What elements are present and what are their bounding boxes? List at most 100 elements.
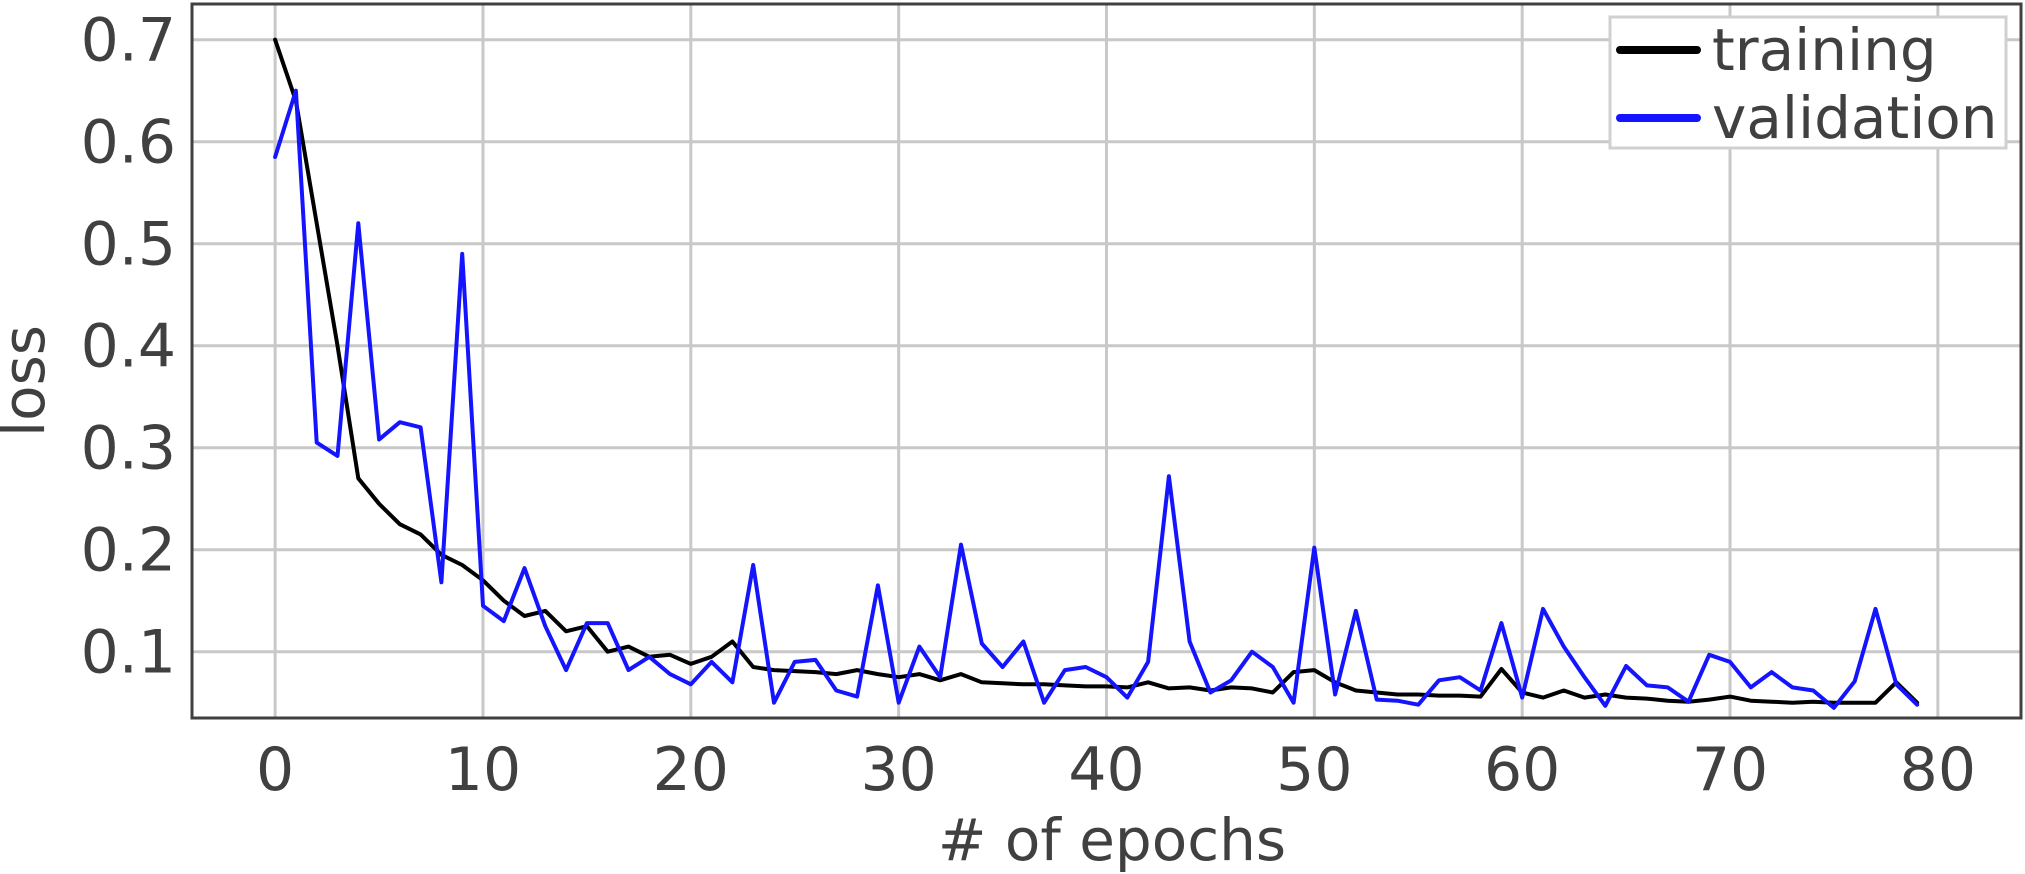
data-point-validation [1583, 675, 1586, 679]
data-point-validation [1312, 546, 1316, 550]
data-point-training [917, 672, 921, 676]
data-point-validation [1229, 678, 1233, 682]
y-tick-label: 0.7 [81, 6, 176, 76]
data-point-validation [585, 621, 589, 625]
data-point-training [356, 476, 360, 480]
data-point-training [1499, 667, 1503, 671]
data-point-validation [1770, 670, 1774, 674]
x-tick-labels: 0 10 20 30 40 50 60 70 80 [256, 735, 1976, 805]
y-tick-labels: 0.1 0.2 0.3 0.4 0.5 0.6 0.7 [81, 6, 176, 688]
data-point-training [1229, 685, 1233, 689]
data-point-validation [1354, 609, 1358, 613]
data-point-validation [564, 668, 568, 672]
data-point-training [855, 668, 859, 672]
data-point-training [398, 522, 402, 526]
x-tick-label: 40 [1068, 735, 1144, 805]
data-point-validation [1811, 689, 1815, 692]
data-point-validation [1728, 660, 1732, 664]
data-point-training [1021, 682, 1025, 686]
data-point-training [1312, 668, 1316, 672]
y-tick-label: 0.2 [81, 516, 176, 586]
data-point-training [1770, 700, 1774, 704]
data-point-validation [1853, 679, 1857, 683]
x-tick-label: 10 [445, 735, 521, 805]
data-point-validation [1396, 699, 1399, 703]
data-point-training [564, 629, 568, 633]
data-point-validation [855, 695, 859, 699]
data-point-training [523, 614, 526, 618]
data-point-validation [1084, 665, 1088, 669]
data-point-training [730, 640, 734, 643]
data-point-validation [1874, 607, 1877, 611]
data-point-validation [336, 454, 339, 458]
data-point-training [377, 502, 381, 506]
y-tick-label: 0.1 [81, 618, 176, 688]
series-lines [273, 37, 1920, 710]
data-point-training [959, 672, 963, 676]
data-point-validation [1749, 685, 1753, 689]
data-point-training [1707, 698, 1711, 702]
data-point-validation [793, 660, 797, 664]
data-point-validation [1458, 675, 1462, 679]
data-point-training [938, 678, 942, 682]
data-point-training [668, 653, 672, 657]
data-point-validation [1167, 474, 1171, 478]
data-point-validation [917, 645, 921, 649]
data-point-training [1042, 682, 1046, 686]
data-point-training [1874, 701, 1877, 705]
data-point-validation [1479, 689, 1483, 692]
data-point-training [689, 662, 693, 666]
data-point-validation [1915, 703, 1919, 707]
data-point-validation [294, 89, 298, 93]
data-point-training [1479, 695, 1483, 699]
data-point-training [710, 655, 714, 659]
x-tick-label: 80 [1900, 735, 1976, 805]
data-point-validation [502, 619, 506, 623]
data-point-validation [273, 155, 277, 159]
data-point-training [793, 669, 797, 673]
data-point-validation [1562, 645, 1566, 649]
y-tick-label: 0.6 [81, 108, 176, 178]
data-point-training [1603, 693, 1607, 696]
data-point-validation [543, 624, 547, 628]
data-point-validation [377, 438, 381, 441]
data-point-validation [1541, 607, 1545, 611]
data-point-training [1790, 701, 1794, 705]
data-point-validation [460, 252, 464, 256]
data-point-training [627, 645, 630, 649]
data-point-training [1146, 680, 1150, 684]
data-point-training [1624, 696, 1628, 700]
data-point-training [273, 38, 277, 42]
data-point-validation [1021, 640, 1025, 643]
data-point-training [606, 650, 610, 654]
data-point-training [1250, 686, 1254, 690]
data-point-validation [1499, 621, 1503, 625]
data-point-validation [439, 580, 443, 584]
data-point-training [834, 672, 838, 676]
data-point-validation [1666, 685, 1670, 689]
data-point-validation [1687, 700, 1690, 704]
y-tick-label: 0.4 [81, 312, 176, 382]
data-point-training [1853, 701, 1857, 705]
data-point-validation [1208, 691, 1212, 694]
data-point-training [1292, 670, 1296, 674]
data-point-validation [834, 689, 838, 692]
data-point-training [1188, 685, 1192, 689]
x-tick-label: 70 [1692, 735, 1768, 805]
data-point-validation [606, 621, 610, 625]
data-point-validation [897, 701, 901, 705]
data-point-validation [938, 675, 942, 679]
data-point-training [315, 221, 319, 225]
data-point-validation [980, 642, 984, 645]
data-point-validation [1333, 693, 1337, 696]
data-point-validation [1520, 696, 1524, 700]
data-point-training [1645, 697, 1649, 701]
data-point-training [1832, 701, 1836, 705]
data-point-validation [315, 441, 319, 445]
data-point-training [876, 672, 880, 676]
data-point-validation [481, 604, 485, 608]
data-point-training [460, 563, 464, 567]
data-point-training [1354, 689, 1358, 692]
data-point-validation [1416, 703, 1420, 707]
plot-frame [190, 2, 2023, 720]
